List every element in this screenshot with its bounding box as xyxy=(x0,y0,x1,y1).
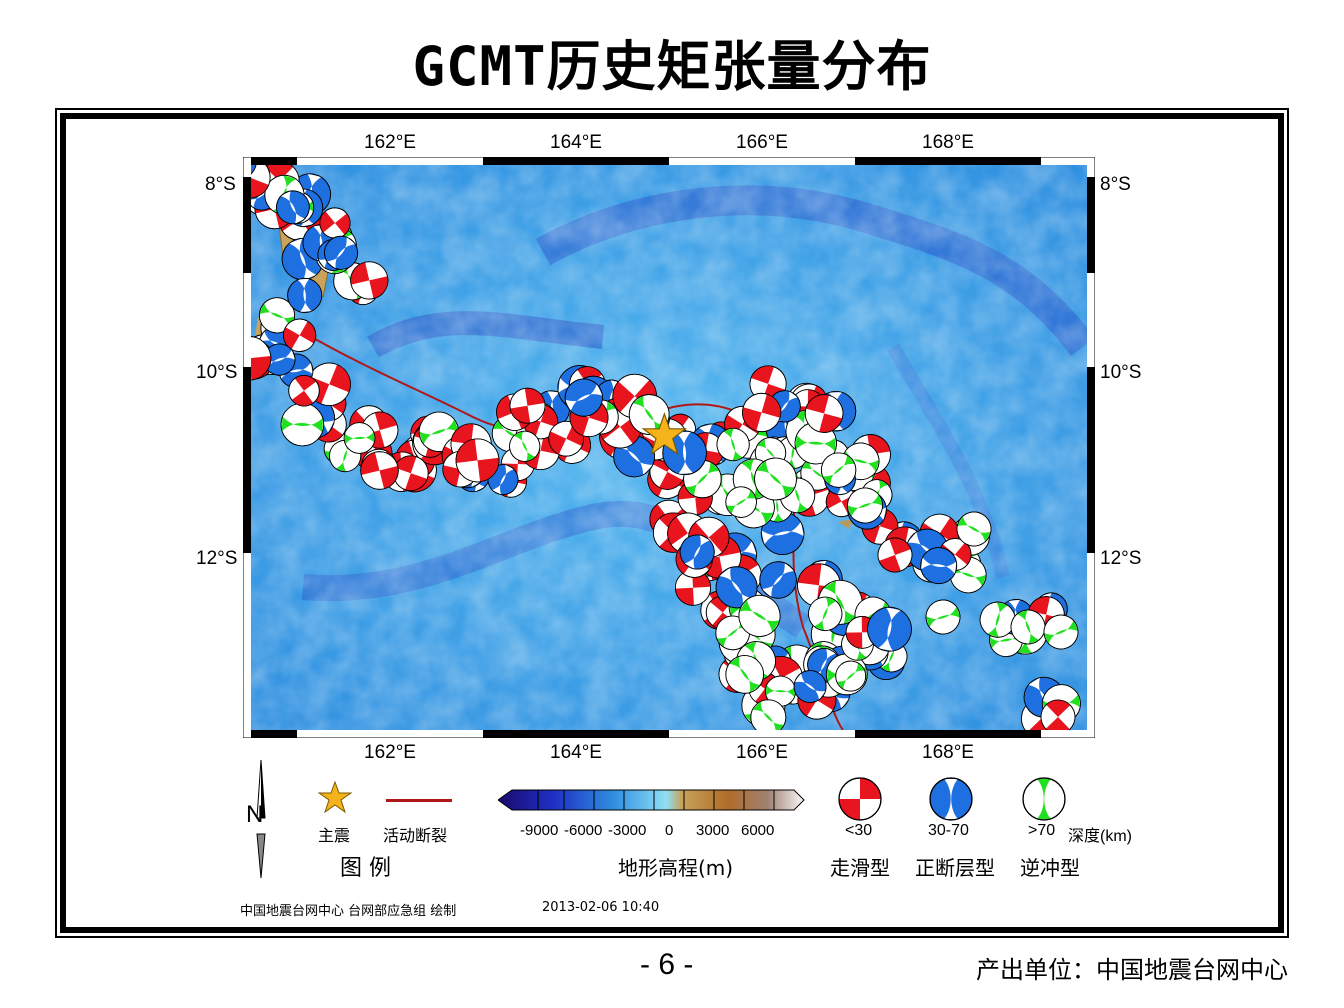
focal-mechanism-ball xyxy=(742,392,782,433)
producer-credit: 产出单位：中国地震台网中心 xyxy=(976,956,1288,984)
lon-label-bottom: 166°E xyxy=(736,742,788,763)
normal-fault-ball-icon xyxy=(929,777,973,821)
focal-mechanism-ball xyxy=(288,375,320,407)
focal-mechanism-ball xyxy=(725,655,764,694)
focal-mechanism-ball xyxy=(1040,699,1076,730)
focal-mechanism-ball xyxy=(759,561,797,599)
focal-mechanism-ball xyxy=(251,165,271,199)
mechanism-type-label: 正断层型 xyxy=(915,856,995,880)
focal-mechanism-ball xyxy=(754,457,797,501)
focal-mechanism-ball xyxy=(956,511,992,547)
page-number: - 6 - xyxy=(640,948,694,981)
lat-label-left: 8°S xyxy=(205,174,236,195)
depth-range-label: <30 xyxy=(845,822,873,839)
mechanism-type-label: 走滑型 xyxy=(830,856,890,880)
focal-mechanism-ball xyxy=(725,486,757,518)
lon-label-top: 164°E xyxy=(550,132,602,153)
mainshock-star xyxy=(641,411,688,456)
focal-mechanism-ball xyxy=(564,378,603,417)
depth-range-label: 30-70 xyxy=(928,822,969,839)
page-title: GCMT历史矩张量分布 xyxy=(412,35,932,98)
seismic-map xyxy=(243,157,1095,738)
focal-mechanism-ball xyxy=(804,394,844,433)
lat-label-left: 12°S xyxy=(196,548,238,569)
lon-label-top: 162°E xyxy=(364,132,416,153)
north-arrow-icon xyxy=(256,759,266,879)
focal-mechanism-ball xyxy=(867,606,912,652)
focal-mechanism-ball xyxy=(319,207,351,239)
mechanism-type-label: 逆冲型 xyxy=(1020,856,1080,880)
focal-mechanism-ball xyxy=(920,547,958,585)
focal-mechanism-ball xyxy=(925,599,961,635)
focal-mechanism-ball xyxy=(715,566,758,609)
focal-mechanism-ball xyxy=(793,670,827,703)
strike-slip-ball-icon xyxy=(838,777,882,821)
north-label: N xyxy=(246,801,264,828)
colorbar-tick: -6000 xyxy=(564,822,603,839)
focal-mechanism-ball xyxy=(343,422,376,454)
lon-label-bottom: 162°E xyxy=(364,742,416,763)
focal-mechanism-ball xyxy=(835,660,867,692)
lat-label-right: 12°S xyxy=(1100,548,1142,569)
focal-mechanism-ball xyxy=(750,699,787,730)
focal-mechanism-ball xyxy=(360,451,399,490)
focal-mechanism-ball xyxy=(509,430,541,462)
lon-label-bottom: 168°E xyxy=(922,742,974,763)
colorbar-tick: 0 xyxy=(665,822,674,839)
focal-mechanism-ball xyxy=(877,537,913,573)
active-fault-line xyxy=(302,331,844,730)
focal-mechanism-ball xyxy=(1010,609,1046,645)
lon-label-top: 168°E xyxy=(922,132,974,153)
colorbar-tick: 3000 xyxy=(696,822,730,839)
focal-mechanism-ball xyxy=(287,277,323,313)
focal-mechanism-ball xyxy=(455,438,500,483)
lat-label-right: 10°S xyxy=(1100,362,1142,383)
focal-mechanism-ball xyxy=(324,235,359,270)
colorbar-tick: -3000 xyxy=(608,822,647,839)
mainshock-legend-label: 主震 xyxy=(318,828,351,845)
legend-title: 图 例 xyxy=(340,856,391,881)
fault-legend-label: 活动断裂 xyxy=(383,828,448,845)
focal-mechanisms xyxy=(251,165,1081,730)
focal-mechanism-ball xyxy=(276,190,310,225)
lat-label-left: 10°S xyxy=(196,362,238,383)
focal-mechanism-ball xyxy=(716,427,750,462)
focal-mechanism-ball xyxy=(674,569,712,606)
thrust-ball-icon xyxy=(1022,777,1066,821)
focal-mechanism-ball xyxy=(628,394,670,435)
colorbar-tick: 6000 xyxy=(741,822,775,839)
map-timestamp: 2013-02-06 10:40 xyxy=(542,900,660,915)
lon-label-bottom: 164°E xyxy=(550,742,602,763)
focal-mechanism-ball xyxy=(738,594,781,637)
colorbar-tick: -9000 xyxy=(520,822,559,839)
map-credit: 中国地震台网中心 台网部应急组 绘制 xyxy=(240,904,457,919)
focal-mechanism-ball xyxy=(1043,614,1079,650)
focal-mechanism-ball xyxy=(847,487,883,524)
focal-mechanism-ball xyxy=(760,511,805,555)
elevation-colorbar xyxy=(498,789,805,811)
mainshock-legend-star-icon xyxy=(318,781,352,813)
depth-unit-label: 深度(km) xyxy=(1068,828,1132,845)
focal-mechanism-ball xyxy=(283,318,317,352)
colorbar-caption: 地形高程(m) xyxy=(618,856,734,880)
focal-mechanism-ball xyxy=(820,452,857,488)
focal-mechanism-ball xyxy=(679,534,715,570)
focal-mechanism-ball xyxy=(251,336,272,381)
map-border-ticks xyxy=(243,157,1095,738)
figure-outer-frame xyxy=(55,108,1289,938)
lon-label-top: 166°E xyxy=(736,132,788,153)
focal-mechanism-ball xyxy=(683,459,722,499)
focal-mechanism-ball xyxy=(350,261,389,300)
lat-label-right: 8°S xyxy=(1100,174,1131,195)
focal-mechanism-ball xyxy=(509,387,546,424)
depth-range-label: >70 xyxy=(1028,822,1056,839)
focal-mechanism-ball xyxy=(808,596,843,631)
island-small xyxy=(838,519,853,529)
fault-legend-line xyxy=(386,799,452,802)
